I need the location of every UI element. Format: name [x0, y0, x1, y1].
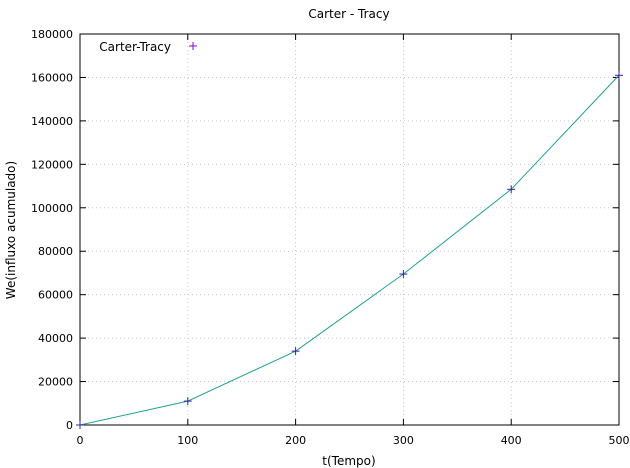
y-tick-label: 0 — [66, 419, 73, 432]
data-point — [399, 270, 408, 279]
y-tick-label: 180000 — [31, 28, 73, 41]
axis-ticks: 0 100 200 300 400 500 0 20000 40000 60000 80000 100… — [31, 28, 630, 447]
x-tick-label: 200 — [285, 434, 306, 447]
y-tick-label: 120000 — [31, 158, 73, 171]
x-tick-label: 500 — [609, 434, 630, 447]
x-axis-label: t(Tempo) — [322, 454, 375, 468]
y-tick-label: 40000 — [38, 332, 73, 345]
y-tick-label: 140000 — [31, 115, 73, 128]
legend-label: Carter-Tracy — [99, 40, 171, 54]
y-tick-label: 80000 — [38, 245, 73, 258]
x-tick-label: 300 — [393, 434, 414, 447]
y-axis-label: We(influxo acumulado) — [4, 161, 18, 299]
legend: Carter-Tracy — [99, 40, 197, 54]
y-tick-label: 20000 — [38, 376, 73, 389]
plot-frame — [79, 33, 620, 426]
series — [76, 71, 623, 429]
x-tick-label: 100 — [177, 434, 198, 447]
legend-marker — [189, 42, 197, 50]
x-tick-label: 400 — [501, 434, 522, 447]
series-line — [79, 74, 620, 426]
y-tick-label: 160000 — [31, 71, 73, 84]
data-point — [183, 397, 192, 406]
data-point — [291, 347, 300, 356]
y-tick-label: 60000 — [38, 289, 73, 302]
data-point — [76, 421, 84, 429]
chart-title: Carter - Tracy — [308, 7, 389, 21]
data-point — [507, 185, 516, 194]
data-point — [615, 71, 623, 80]
x-tick-label: 0 — [77, 434, 84, 447]
y-tick-label: 100000 — [31, 202, 73, 215]
